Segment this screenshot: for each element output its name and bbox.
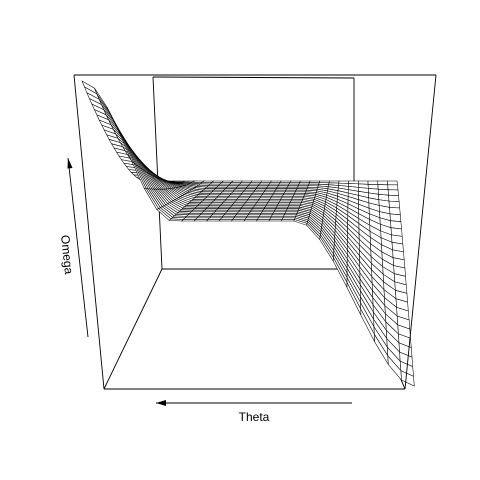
surface-facet bbox=[168, 218, 184, 222]
surface-facet bbox=[400, 370, 415, 387]
surface-facet bbox=[256, 219, 271, 222]
surface-facet bbox=[193, 219, 209, 222]
surface-facet bbox=[389, 207, 401, 216]
surface-facet bbox=[230, 219, 246, 222]
surface-facet bbox=[377, 184, 389, 190]
y-axis-label: Omega bbox=[58, 234, 76, 275]
surface-facet bbox=[218, 219, 234, 222]
surface-facet bbox=[377, 180, 389, 186]
surface-facet bbox=[389, 213, 402, 223]
box-edge bbox=[152, 76, 355, 79]
surface-mesh bbox=[81, 80, 415, 387]
box-edge bbox=[103, 268, 163, 390]
surface-facet bbox=[386, 180, 398, 186]
box-edge bbox=[73, 74, 105, 390]
surface-facet bbox=[367, 180, 379, 185]
theta-axis-arrowhead bbox=[156, 400, 166, 406]
omega-axis-arrowhead bbox=[67, 158, 73, 169]
surface-facet bbox=[205, 219, 222, 222]
omega-axis-arrow bbox=[67, 157, 89, 338]
surface-facet bbox=[243, 219, 258, 222]
surface-facet bbox=[388, 194, 400, 202]
surface-facet bbox=[280, 219, 295, 222]
surface-facet bbox=[387, 189, 399, 196]
box-edge bbox=[152, 76, 163, 270]
surface-facet bbox=[181, 219, 197, 222]
x-axis-label: Theta bbox=[239, 410, 270, 424]
surface-facet bbox=[387, 184, 399, 191]
surface-facet bbox=[268, 219, 283, 222]
plot-box-front bbox=[73, 74, 437, 390]
box-edge bbox=[404, 74, 437, 390]
surface-facet bbox=[388, 200, 401, 209]
